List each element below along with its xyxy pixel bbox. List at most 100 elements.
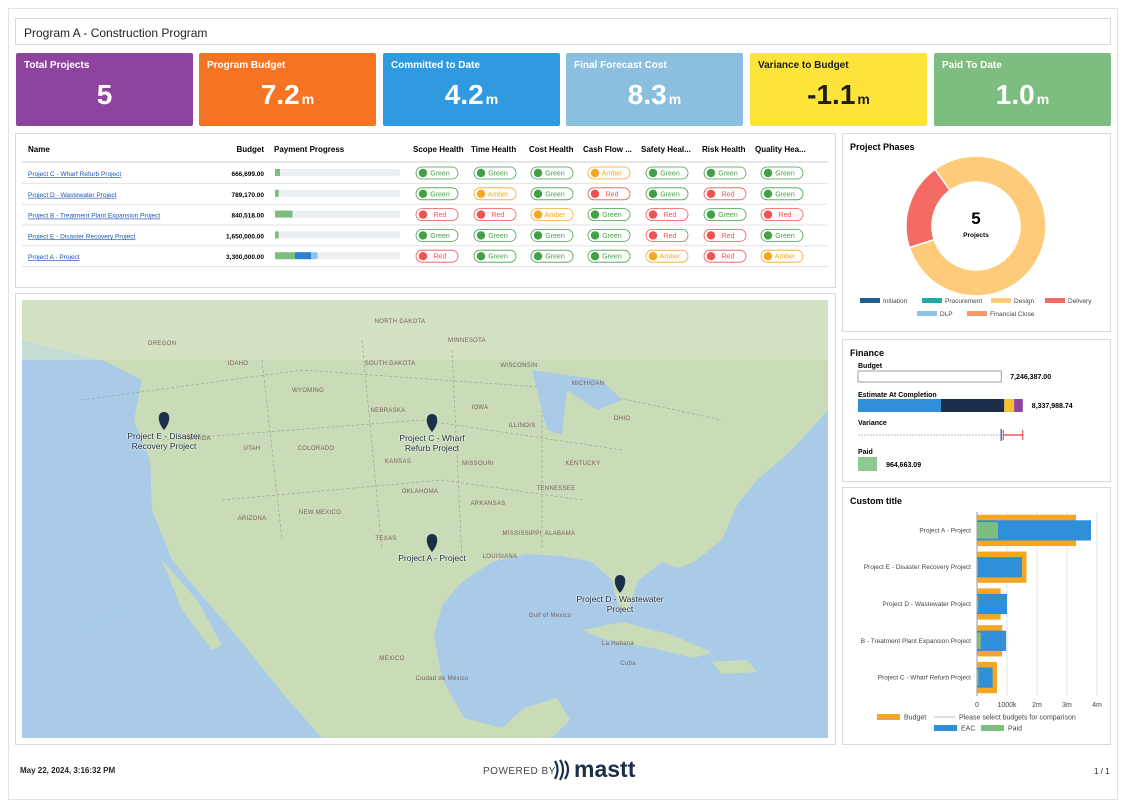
kpi-value-box: 8.3 m bbox=[566, 79, 743, 111]
column-header: Cost Health bbox=[529, 145, 574, 154]
kpi-card: Total Projects 5 bbox=[16, 53, 193, 126]
center-label: Projects bbox=[963, 232, 989, 239]
status-pill bbox=[415, 229, 459, 242]
status-dot bbox=[590, 210, 600, 219]
legend-label: EAC bbox=[961, 726, 975, 733]
status-text: Red bbox=[664, 212, 677, 219]
status-dot bbox=[418, 210, 428, 219]
kpi-value: 8.3 bbox=[627, 79, 667, 110]
map-place: WYOMING bbox=[292, 388, 324, 394]
status-pill bbox=[760, 166, 804, 180]
project-link[interactable]: Project E - Disaster Recovery Project bbox=[28, 233, 135, 240]
map-place: La Habana bbox=[602, 641, 634, 647]
map-place: MICHIGAN bbox=[572, 381, 604, 387]
kpi-value: 5 bbox=[96, 79, 113, 110]
status-dot bbox=[590, 231, 600, 240]
kpi-card: Paid To Date 1.0 m bbox=[934, 53, 1111, 126]
great-lakes bbox=[532, 370, 622, 435]
map-place: OKLAHOMA bbox=[402, 489, 438, 495]
status-text: Amber bbox=[545, 212, 566, 219]
kpi-value-box: -1.1 m bbox=[750, 79, 927, 111]
map-place: NORTH DAKOTA bbox=[375, 319, 426, 325]
x-tick-label: 4m bbox=[1092, 702, 1102, 709]
kpi-label: Paid To Date bbox=[942, 60, 1002, 71]
budget-cell: 666,699.00 bbox=[231, 171, 264, 178]
status-dot bbox=[648, 189, 658, 198]
status-pill bbox=[645, 208, 689, 221]
map-pin[interactable] bbox=[158, 412, 170, 430]
progress-segment bbox=[275, 252, 295, 260]
map-pin[interactable] bbox=[426, 414, 438, 432]
map[interactable]: NORTH DAKOTA SOUTH DAKOTA MINNESOTA WISCONS… bbox=[22, 300, 828, 738]
map-place: NEVADA bbox=[185, 436, 211, 442]
status-pill bbox=[703, 229, 747, 242]
chart-title: Custom title bbox=[850, 496, 902, 506]
kpi-value: -1.1 bbox=[807, 79, 856, 110]
project-link[interactable]: Project D - Wastewater Project bbox=[28, 192, 117, 199]
cuba-island bbox=[582, 622, 712, 658]
status-text: Green bbox=[430, 233, 450, 240]
status-text: Green bbox=[775, 191, 795, 198]
status-pill bbox=[473, 208, 517, 221]
status-text: Green bbox=[602, 254, 622, 261]
map-place: OHIO bbox=[614, 416, 631, 422]
map-place: Gulf of Mexico bbox=[529, 613, 572, 619]
legend-swatch bbox=[877, 714, 900, 720]
map-place: ALABAMA bbox=[545, 531, 575, 537]
bar bbox=[977, 669, 979, 686]
status-dot bbox=[648, 210, 658, 219]
map-place: WISCONSIN bbox=[500, 363, 537, 369]
map-place: ARIZONA bbox=[238, 516, 267, 522]
status-pill bbox=[473, 166, 517, 180]
status-pill bbox=[703, 208, 747, 221]
status-pill bbox=[473, 187, 517, 201]
status-text: Green bbox=[775, 233, 795, 240]
eac-segment bbox=[941, 399, 1005, 412]
bar bbox=[977, 632, 981, 650]
status-dot bbox=[590, 168, 600, 178]
progress-segment bbox=[275, 189, 279, 197]
map-place: MEXICO bbox=[379, 656, 405, 662]
phases-panel: Project Phases 5 Projects Initiation Procure… bbox=[842, 133, 1111, 332]
finance-value: 7,246,387.00 bbox=[1010, 374, 1051, 381]
x-tick-label: 3m bbox=[1062, 702, 1072, 709]
status-text: Green bbox=[488, 254, 508, 261]
map-place: IDAHO bbox=[228, 361, 249, 367]
status-text: Amber bbox=[775, 254, 796, 261]
status-text: Red bbox=[722, 233, 735, 240]
x-tick-label: 1000k bbox=[997, 702, 1017, 709]
bar bbox=[977, 558, 978, 576]
status-text: Green bbox=[602, 212, 622, 219]
progress-track bbox=[275, 189, 400, 197]
map-place: MINNESOTA bbox=[448, 338, 486, 344]
finance-label: Variance bbox=[858, 420, 887, 427]
column-header: Name bbox=[28, 145, 50, 154]
project-link[interactable]: Project A - Project bbox=[28, 254, 80, 261]
map-place: TENNESSEE bbox=[536, 486, 575, 492]
kpi-label: Variance to Budget bbox=[758, 60, 849, 71]
status-text: Green bbox=[430, 171, 450, 178]
header: Program A - Construction Program bbox=[15, 18, 1111, 45]
column-header: Cash Flow ... bbox=[583, 145, 632, 154]
finance-value: 964,663.09 bbox=[886, 462, 921, 469]
status-dot bbox=[533, 168, 543, 178]
status-text: Red bbox=[722, 254, 735, 261]
kpi-unit: m bbox=[1036, 91, 1050, 107]
bar bbox=[977, 595, 979, 613]
map-pin[interactable] bbox=[426, 534, 438, 552]
eac-segment bbox=[858, 399, 942, 412]
status-pill bbox=[530, 229, 574, 242]
phases-title: Project Phases bbox=[850, 142, 915, 152]
project-link[interactable]: Project B - Treatment Plant Expansion Pr… bbox=[28, 213, 160, 220]
status-dot bbox=[706, 231, 716, 240]
project-link[interactable]: Project C - Wharf Refurb Project bbox=[28, 171, 121, 178]
status-dot bbox=[418, 231, 428, 240]
status-text: Red bbox=[779, 212, 792, 219]
map-pin[interactable] bbox=[614, 575, 626, 593]
progress-segment bbox=[275, 169, 280, 176]
budget-bar bbox=[857, 370, 1002, 383]
eac-segment bbox=[1004, 399, 1015, 412]
status-text: Amber bbox=[660, 254, 681, 261]
legend-label: Design bbox=[1014, 298, 1035, 305]
